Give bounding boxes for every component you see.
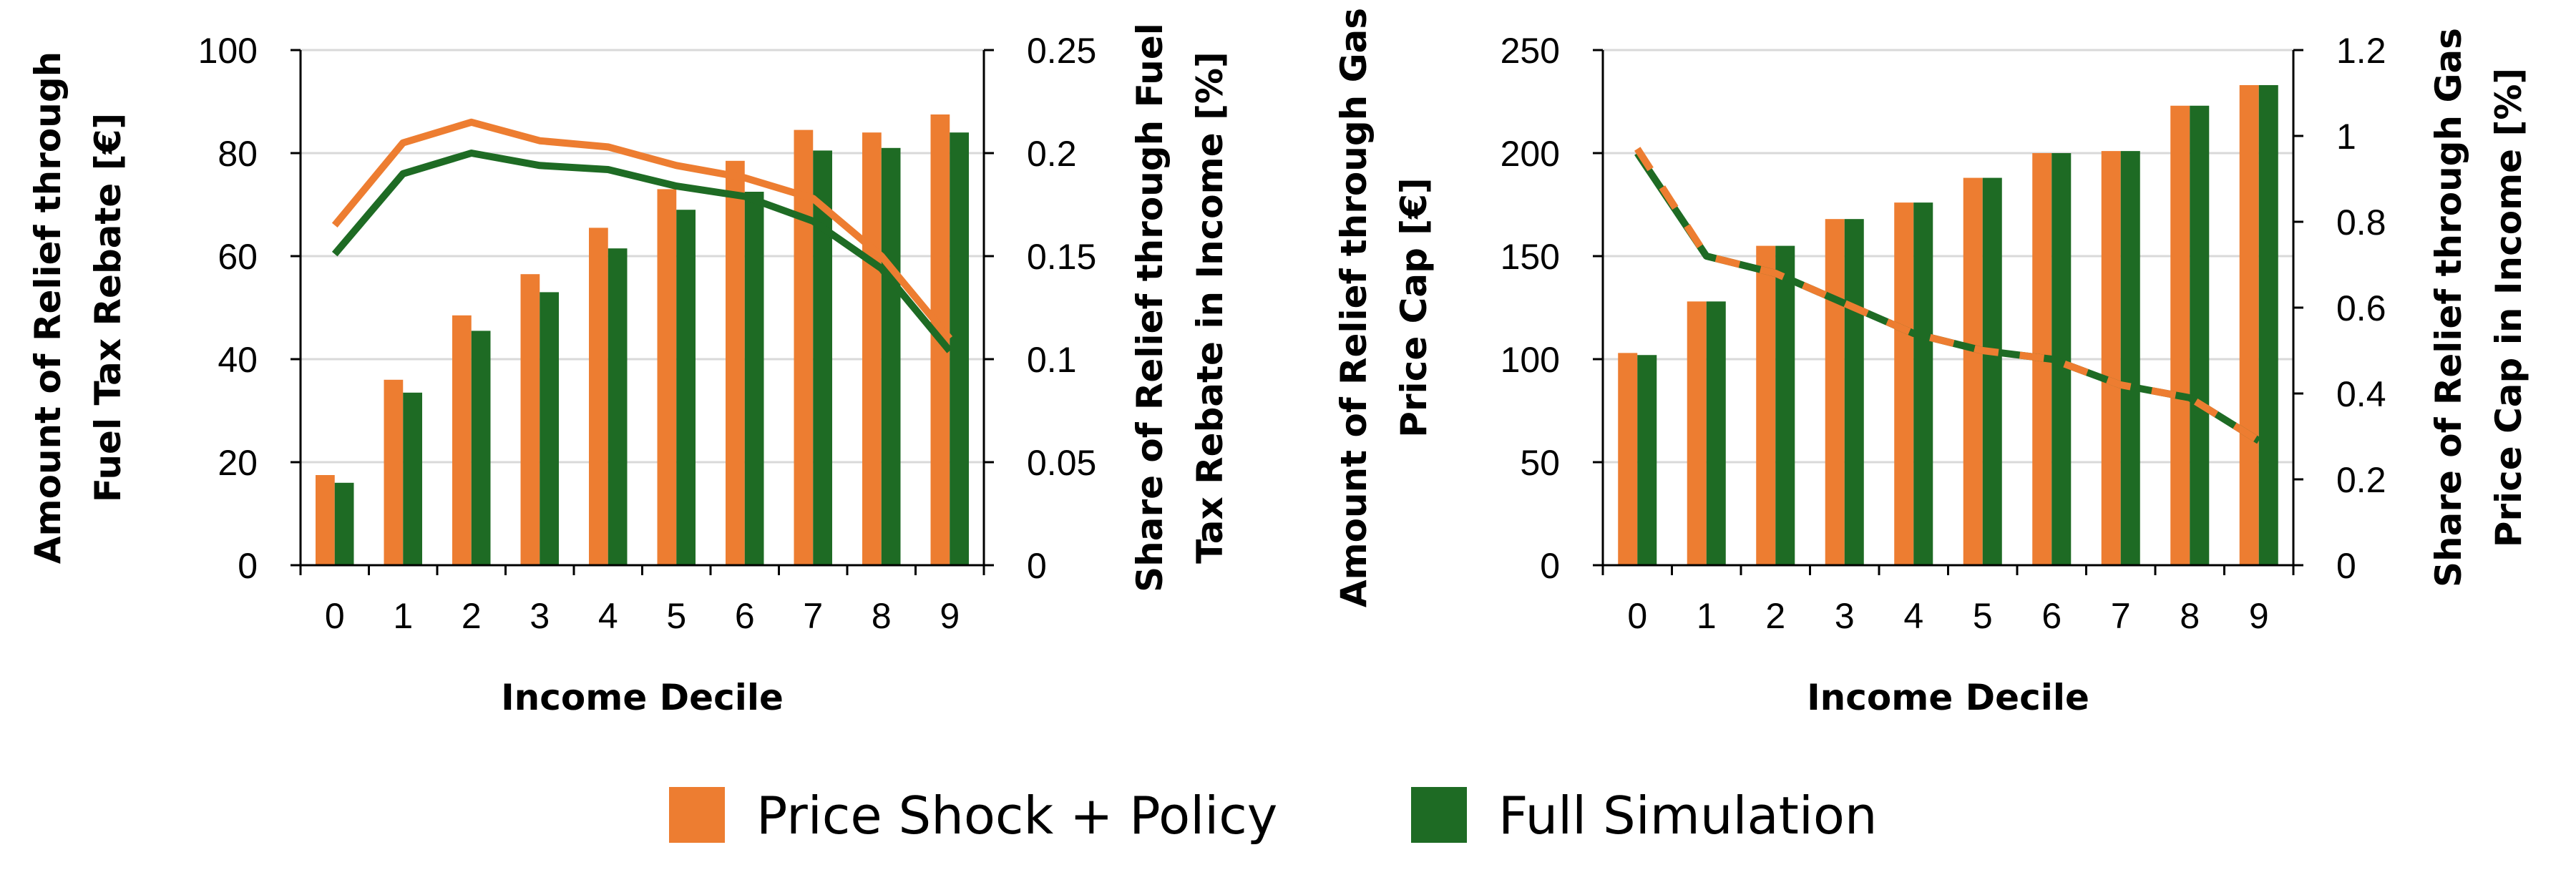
y2-tick-label: 0.6 [2336,288,2386,328]
x-tick-label: 0 [1627,596,1647,636]
bar [1706,301,1726,565]
y-tick-label: 250 [1501,31,1560,71]
series-line [1634,151,2261,444]
bar [1982,177,2002,565]
bar [2190,105,2210,565]
x-axis-title: Income Decile [1807,677,2089,718]
y-tick-label: 80 [218,134,258,174]
x-tick-label: 5 [1973,596,1993,636]
x-tick-label: 3 [530,596,550,636]
legend: Price Shock + Policy Full Simulation [669,786,1878,846]
series-line [331,150,953,353]
y-tick-label: 0 [1540,546,1560,586]
y-tick-label: 150 [1501,237,1560,277]
x-tick-label: 2 [1765,596,1785,636]
legend-label-price-shock-policy: Price Shock + Policy [756,786,1277,846]
legend-swatch-price-shock-policy [669,787,725,843]
legend-label-full-simulation: Full Simulation [1498,786,1878,846]
bar [2239,84,2259,565]
y-axis-title: Amount of Relief through Fuel Tax Rebate … [27,52,129,564]
x-tick-label: 7 [803,596,823,636]
bar [676,210,696,565]
y-tick-label: 200 [1501,134,1560,174]
y2-tick-label: 0.15 [1027,237,1096,277]
x-tick-label: 2 [462,596,482,636]
bar [589,228,608,565]
x-tick-label: 3 [1835,596,1855,636]
y2-tick-label: 1.2 [2336,31,2386,71]
y2-axis-title: Share of Relief through Fuel Tax Rebate i… [1129,23,1231,592]
x-tick-label: 6 [2041,596,2062,636]
y2-tick-label: 1 [2336,117,2356,157]
x-axis-title: Income Decile [501,677,784,718]
bar [520,274,540,565]
bar [2120,151,2140,565]
bar [1618,353,1638,565]
x-tick-label: 9 [940,596,960,636]
y2-tick-label: 0 [2336,546,2356,586]
x-tick-label: 9 [2249,596,2269,636]
x-tick-label: 0 [325,596,345,636]
bar [794,129,814,566]
y2-tick-label: 0.4 [2336,374,2386,414]
bar [1756,245,1776,565]
y-tick-label: 20 [218,443,258,483]
bar [881,147,901,566]
y-tick-label: 100 [1501,340,1560,380]
x-tick-label: 8 [872,596,892,636]
gas-price-cap-chart: 0 50 100 150 200 250 0 0.2 0.4 0.6 0.8 1 1.2 0 1 2 3 4 5 6 7… [1333,8,2529,718]
y2-tick-label: 0.8 [2336,202,2386,243]
x-tick-label: 5 [666,596,686,636]
bar [950,132,969,565]
bar [726,160,745,566]
bar [1825,219,1845,565]
y2-tick-label: 0.05 [1027,443,1096,483]
series-line [1634,147,2261,444]
bar [2258,84,2278,565]
bar [862,132,882,565]
y-tick-label: 60 [218,237,258,277]
y2-tick-label: 0.1 [1027,340,1077,380]
bar [334,482,354,565]
x-tick-label: 1 [393,596,413,636]
series-line [331,118,953,341]
y2-tick-label: 0.2 [1027,134,1077,174]
y-tick-label: 40 [218,340,258,380]
y2-tick-label: 0.2 [2336,460,2386,500]
bar [471,331,491,565]
y-tick-label: 0 [238,546,258,586]
bar [1844,219,1864,565]
bar [1913,202,1933,565]
bar [1687,301,1707,565]
bar [744,192,764,565]
bar [384,379,404,565]
legend-swatch-full-simulation [1411,787,1467,843]
bar [2101,151,2121,565]
x-tick-label: 7 [2111,596,2131,636]
x-tick-label: 4 [1903,596,1923,636]
y2-axis-title: Share of Relief through Gas Price Cap in … [2428,28,2529,587]
fuel-tax-rebate-chart: 0 20 40 60 80 100 0 0.05 0.1 0.15 0.2 0.25 0 1 2 3 4 5 6 7 8… [27,23,1231,718]
y2-tick-label: 0.25 [1027,31,1096,71]
bar [608,248,628,565]
bar [1775,245,1795,565]
y2-tick-label: 0 [1027,546,1047,586]
y-tick-label: 50 [1520,443,1560,483]
bar [452,315,472,565]
x-tick-label: 6 [735,596,755,636]
x-tick-label: 8 [2180,596,2200,636]
bar [1963,177,1983,565]
bar [1637,355,1657,565]
bar [403,392,422,565]
bar [657,189,677,565]
x-tick-label: 1 [1697,596,1717,636]
bar [1894,202,1914,565]
y-tick-label: 100 [198,31,258,71]
x-tick-label: 4 [598,596,618,636]
bar [540,292,559,565]
bar [2170,105,2190,565]
y-axis-title: Amount of Relief through Gas Price Cap [€… [1333,8,1435,607]
bar [316,475,335,565]
